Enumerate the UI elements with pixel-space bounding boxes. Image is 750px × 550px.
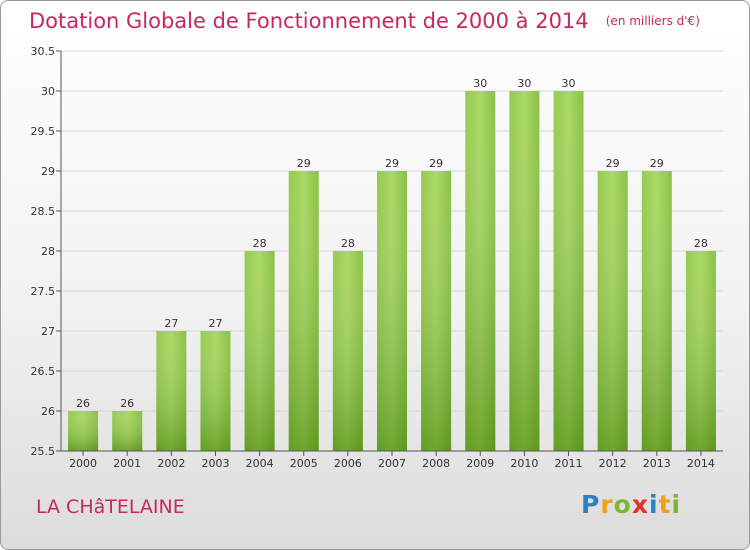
bar-value-label: 27 [208, 317, 222, 330]
y-tick-label: 28 [41, 245, 55, 258]
bar-shade [112, 411, 143, 451]
bar-value-label: 28 [253, 237, 267, 250]
chart-subtitle: (en milliers d'€) [605, 14, 700, 28]
chart-title: Dotation Globale de Fonctionnement de 20… [29, 9, 589, 33]
x-tick-label: 2010 [510, 457, 538, 470]
y-tick-label: 30.5 [31, 45, 56, 58]
bar-value-label: 29 [297, 157, 311, 170]
bar-shade [421, 171, 452, 451]
x-tick-label: 2004 [246, 457, 274, 470]
y-tick-label: 27 [41, 325, 55, 338]
y-tick-label: 29 [41, 165, 55, 178]
logo-letter: i [649, 490, 659, 519]
x-tick-label: 2014 [687, 457, 715, 470]
y-tick-label: 25.5 [31, 445, 56, 458]
bar-value-label: 29 [385, 157, 399, 170]
logo-letter: x [631, 490, 649, 519]
bar-shade [641, 171, 672, 451]
logo-letter: P [581, 490, 601, 519]
bar-shade [244, 251, 275, 451]
chart-title-row: Dotation Globale de Fonctionnement de 20… [29, 9, 700, 33]
bar-shade [465, 91, 496, 451]
bar-shade [332, 251, 363, 451]
y-tick-label: 26.5 [31, 365, 56, 378]
x-tick-label: 2007 [378, 457, 406, 470]
axis-layer: 25.5 26 26.5 27 27.5 28 28.5 29 29.5 30 30.5 2000 20… [31, 45, 723, 470]
logo-letter: o [613, 490, 632, 519]
bar-shade [377, 171, 407, 451]
bar-value-label: 28 [694, 237, 708, 250]
x-tick-label: 2008 [422, 457, 450, 470]
bar-value-label: 26 [120, 397, 134, 410]
x-tick-label: 2011 [555, 457, 583, 470]
logo-letter: r [600, 490, 614, 519]
proxiti-logo[interactable]: Proxiti [581, 490, 681, 519]
bar-shade [200, 331, 231, 451]
y-tick-label: 26 [41, 405, 55, 418]
bar-value-label: 27 [164, 317, 178, 330]
x-tick-label: 2003 [201, 457, 229, 470]
x-tick-label: 2005 [290, 457, 318, 470]
y-tick-label: 28.5 [31, 205, 56, 218]
x-tick-label: 2002 [157, 457, 185, 470]
bar-layer: 26 26 27 27 28 29 28 29 29 30 30 30 29 29 28 [68, 77, 716, 451]
bar-shade [597, 171, 628, 451]
y-tick-label: 27.5 [31, 285, 56, 298]
bar-value-label: 30 [562, 77, 576, 90]
bar-shade [156, 331, 187, 451]
commune-name: LA CHâTELAINE [36, 496, 185, 518]
x-tick-label: 2009 [466, 457, 494, 470]
y-tick-label: 29.5 [31, 125, 56, 138]
bar-shade [509, 91, 540, 451]
bar-value-label: 29 [606, 157, 620, 170]
x-tick-label: 2006 [334, 457, 362, 470]
bar-shade [68, 411, 99, 451]
logo-letter: t [658, 490, 672, 519]
bar-value-label: 28 [341, 237, 355, 250]
y-tick-label: 30 [41, 85, 55, 98]
x-tick-label: 2012 [599, 457, 627, 470]
x-tick-label: 2000 [69, 457, 97, 470]
x-tick-label: 2013 [643, 457, 671, 470]
bar-value-label: 29 [429, 157, 443, 170]
bar-value-label: 30 [473, 77, 487, 90]
bar-shade [553, 91, 584, 451]
bar-shade [685, 251, 716, 451]
bar-value-label: 29 [650, 157, 664, 170]
bar-value-label: 26 [76, 397, 90, 410]
x-tick-label: 2001 [113, 457, 141, 470]
logo-letter: i [671, 490, 682, 519]
bar-value-label: 30 [517, 77, 531, 90]
bar-shade [288, 171, 319, 451]
